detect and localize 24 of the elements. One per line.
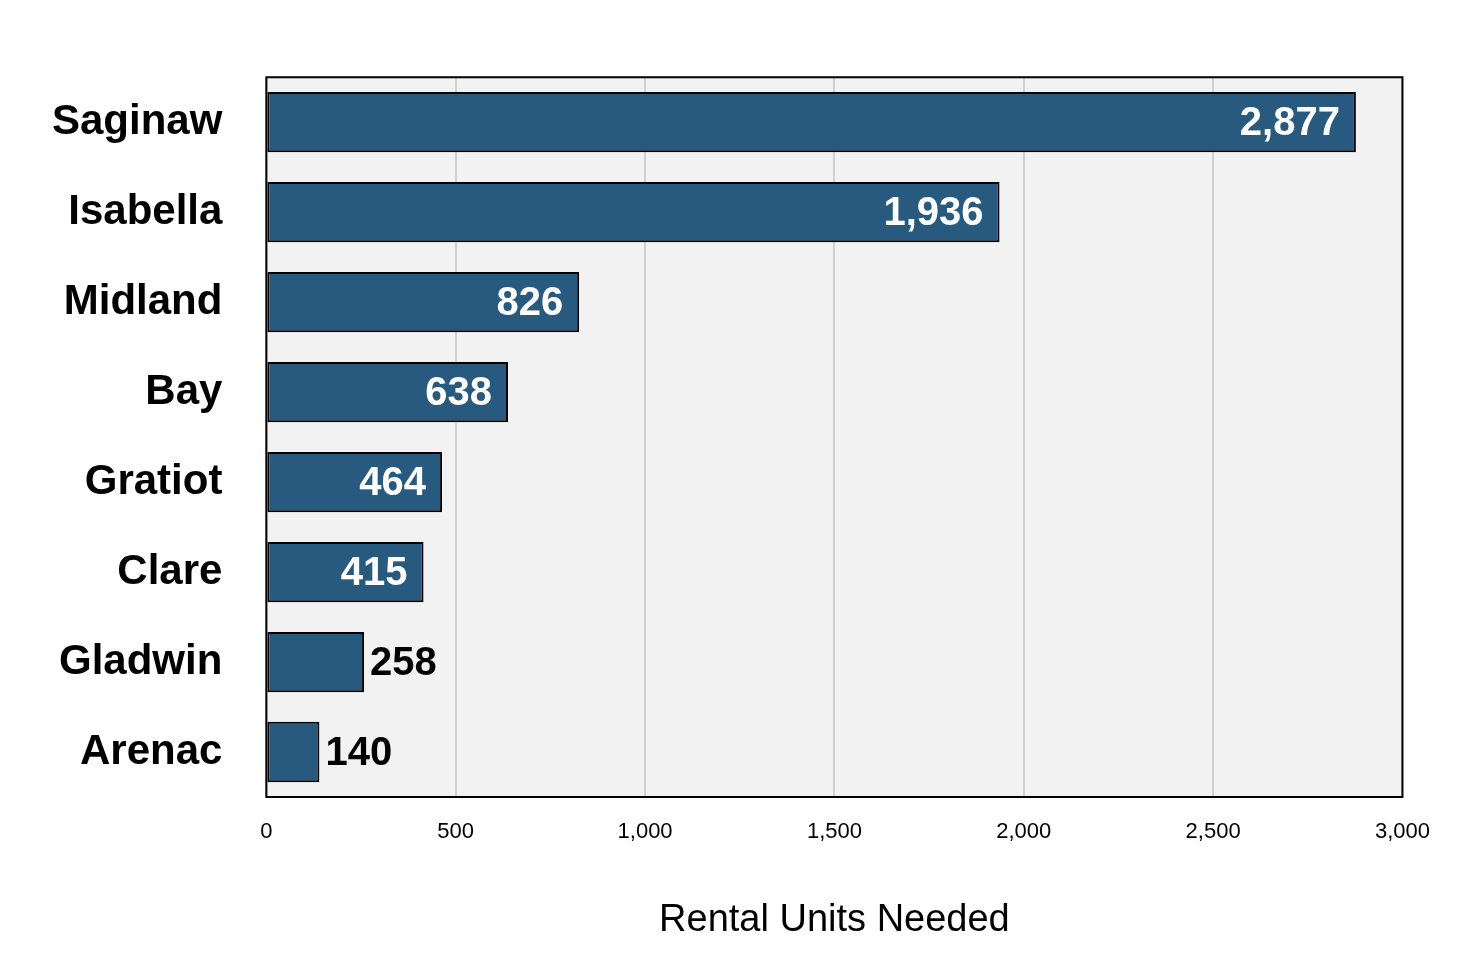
data-label: 1,936	[883, 189, 984, 234]
data-label: 826	[496, 279, 564, 324]
y-tick-label: Midland	[63, 275, 223, 323]
x-tick-label: 2,500	[1185, 818, 1241, 844]
data-label: 140	[325, 729, 393, 774]
y-tick-label: Isabella	[68, 185, 224, 233]
y-tick-label: Gladwin	[59, 635, 223, 683]
x-axis-title: Rental Units Needed	[659, 896, 1010, 939]
data-label: 2,877	[1239, 99, 1340, 144]
data-label: 258	[370, 639, 437, 684]
x-tick-label: 0	[260, 818, 273, 844]
data-label: 638	[425, 369, 492, 414]
x-tick-label: 1,500	[806, 818, 862, 844]
data-label: 415	[340, 549, 408, 594]
y-tick-label: Clare	[117, 545, 223, 593]
x-tick-label: 3,000	[1374, 818, 1430, 844]
x-tick-label: 2,000	[996, 818, 1052, 844]
data-label: 464	[359, 459, 427, 504]
y-tick-label: Bay	[145, 365, 224, 413]
y-tick-label: Gratiot	[84, 455, 223, 503]
x-tick-label: 500	[437, 818, 475, 844]
x-tick-label: 1,000	[617, 818, 673, 844]
y-tick-label: Arenac	[79, 725, 223, 773]
y-tick-label: Saginaw	[51, 95, 223, 143]
